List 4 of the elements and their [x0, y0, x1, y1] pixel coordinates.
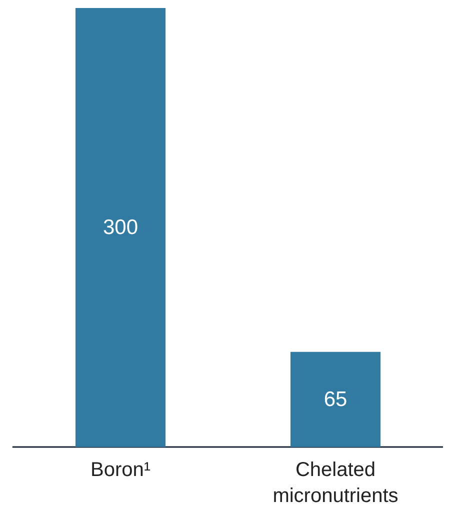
x-tick-label: Chelated micronutrients: [272, 459, 398, 507]
data-label: 300: [102, 216, 138, 239]
data-label: 65: [324, 388, 348, 411]
x-tick-label: Boron¹: [90, 459, 151, 481]
